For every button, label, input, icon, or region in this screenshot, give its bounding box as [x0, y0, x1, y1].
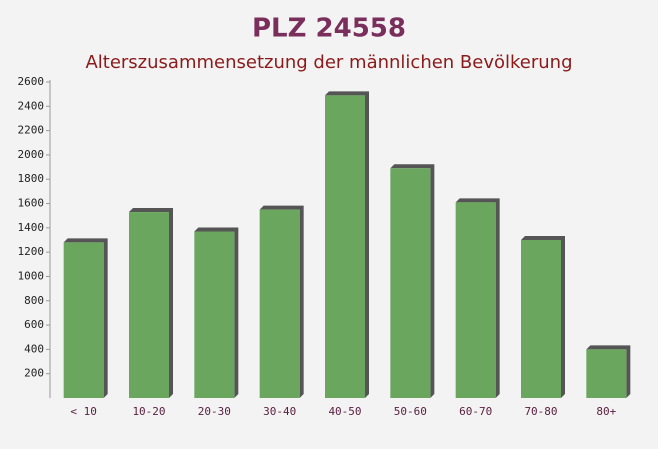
x-tick-label: 20-30 — [198, 405, 231, 418]
x-tick-label: 10-20 — [132, 405, 165, 418]
y-tick-label: 1000 — [18, 269, 45, 282]
y-tick-label: 1200 — [18, 245, 45, 258]
chart-subtitle: Alterszusammensetzung der männlichen Bev… — [85, 52, 572, 73]
y-tick-label: 2200 — [18, 124, 45, 137]
bar — [63, 242, 104, 398]
bar — [325, 95, 365, 398]
y-tick-label: 200 — [24, 367, 44, 380]
y-tick-label: 2600 — [18, 75, 45, 88]
bar — [390, 168, 431, 398]
y-tick-label: 2000 — [18, 148, 45, 161]
x-tick-label: 60-70 — [459, 405, 492, 418]
bar — [194, 231, 235, 398]
y-tick-label: 800 — [24, 294, 44, 307]
bar — [586, 349, 627, 398]
bar — [129, 212, 169, 398]
x-tick-label: 30-40 — [263, 405, 296, 418]
x-tick-label: 70-80 — [524, 405, 557, 418]
y-tick-label: 2400 — [18, 99, 45, 112]
x-tick-label: < 10 — [70, 405, 97, 418]
bar — [455, 202, 496, 398]
x-tick-label: 80+ — [596, 405, 616, 418]
bar — [521, 240, 561, 398]
y-tick-label: 1800 — [18, 172, 45, 185]
x-tick-label: 50-60 — [394, 405, 427, 418]
y-tick-label: 1400 — [18, 221, 45, 234]
y-tick-label: 400 — [24, 342, 44, 355]
y-tick-label: 1600 — [18, 197, 45, 210]
y-tick-label: 600 — [24, 318, 44, 331]
bar — [259, 209, 300, 398]
chart-title: PLZ 24558 — [252, 14, 406, 44]
x-tick-label: 40-50 — [328, 405, 361, 418]
